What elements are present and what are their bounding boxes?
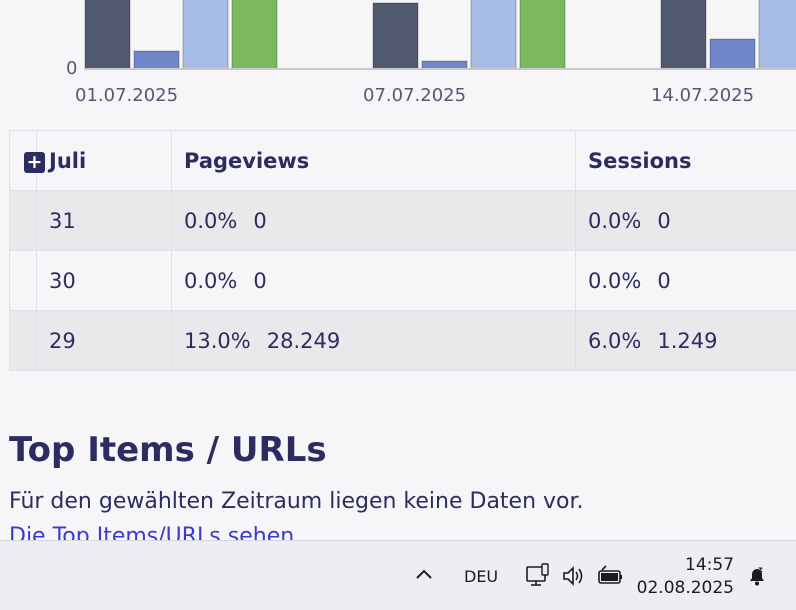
top-items-heading: Top Items / URLs [9,430,327,470]
volume-icon[interactable] [561,565,587,587]
pageviews-cell: 0.0% 0 [171,190,576,251]
table-header-row: + Juli Pageviews Sessions [9,130,796,191]
sessions-value: 1.249 [657,328,718,353]
day-cell: 30 [36,250,172,311]
pageviews-cell: 13.0% 28.249 [171,310,576,371]
day-cell: 31 [36,190,172,251]
expand-plus-icon[interactable]: + [24,152,45,173]
sessions-value: 0 [657,208,671,233]
pageviews-percent: 13.0% [184,328,251,353]
chart-bar[interactable] [84,0,131,70]
no-data-message: Für den gewählten Zeitraum liegen keine … [9,489,584,514]
pageviews-value: 0 [253,268,267,293]
pageviews-value: 28.249 [266,328,341,353]
clock-time[interactable]: 14:57 [685,555,734,575]
clock-date[interactable]: 02.08.2025 [636,578,734,598]
sessions-value: 0 [657,268,671,293]
chart-bar[interactable] [758,0,796,70]
chart-bar[interactable] [231,0,278,70]
chart-bar[interactable] [519,0,566,70]
sessions-cell: 0.0% 0 [575,190,796,251]
sessions-percent: 0.0% [588,208,642,233]
chevron-up-icon[interactable] [412,563,436,587]
battery-icon[interactable] [596,565,624,587]
chart-bar[interactable] [421,60,468,70]
row-marker [9,250,37,311]
day-column-header: + Juli [24,130,172,191]
pageviews-percent: 0.0% [184,208,238,233]
pageviews-chart: 0 01.07.2025 07.07.2025 14.07.2025 [0,0,796,118]
sessions-percent: 0.0% [588,268,642,293]
input-language-indicator[interactable]: DEU [464,567,499,586]
chart-bar[interactable] [709,38,756,70]
row-marker [9,190,37,251]
notification-bell-icon[interactable]: z [745,564,769,588]
sessions-column-label: Sessions [588,148,692,173]
chart-svg: 0 01.07.2025 07.07.2025 14.07.2025 [66,0,796,106]
pageviews-column-label: Pageviews [184,148,310,173]
chart-bar[interactable] [133,50,180,70]
y-tick-label: 0 [66,58,77,79]
pageviews-column-header[interactable]: Pageviews [171,130,576,191]
sessions-percent: 6.0% [588,328,642,353]
taskbar: DEU 14:57 02.08.2025 z [0,540,796,610]
pageviews-cell: 0.0% 0 [171,250,576,311]
svg-text:z: z [758,565,763,574]
chart-bar[interactable] [182,0,229,70]
chart-bar[interactable] [470,0,517,70]
x-tick-label: 01.07.2025 [75,85,178,106]
x-tick-label: 07.07.2025 [363,85,466,106]
table-row[interactable]: 31 0.0% 0 0.0% 0 [9,190,796,251]
sessions-column-header[interactable]: Sessions [575,130,796,191]
sessions-cell: 6.0% 1.249 [575,310,796,371]
day-cell: 29 [36,310,172,371]
chart-bar[interactable] [372,2,419,70]
pageviews-value: 0 [253,208,267,233]
pageviews-percent: 0.0% [184,268,238,293]
day-column-label: Juli [49,148,87,173]
table-row[interactable]: 29 13.0% 28.249 6.0% 1.249 [9,310,796,371]
daily-stats-table: + Juli Pageviews Sessions 31 0.0% 0 0.0% 0… [9,130,796,371]
table-row[interactable]: 30 0.0% 0 0.0% 0 [9,250,796,311]
sessions-cell: 0.0% 0 [575,250,796,311]
row-marker [9,310,37,371]
network-icon[interactable] [525,563,551,589]
chart-bar[interactable] [660,0,707,70]
x-tick-label: 14.07.2025 [651,85,754,106]
